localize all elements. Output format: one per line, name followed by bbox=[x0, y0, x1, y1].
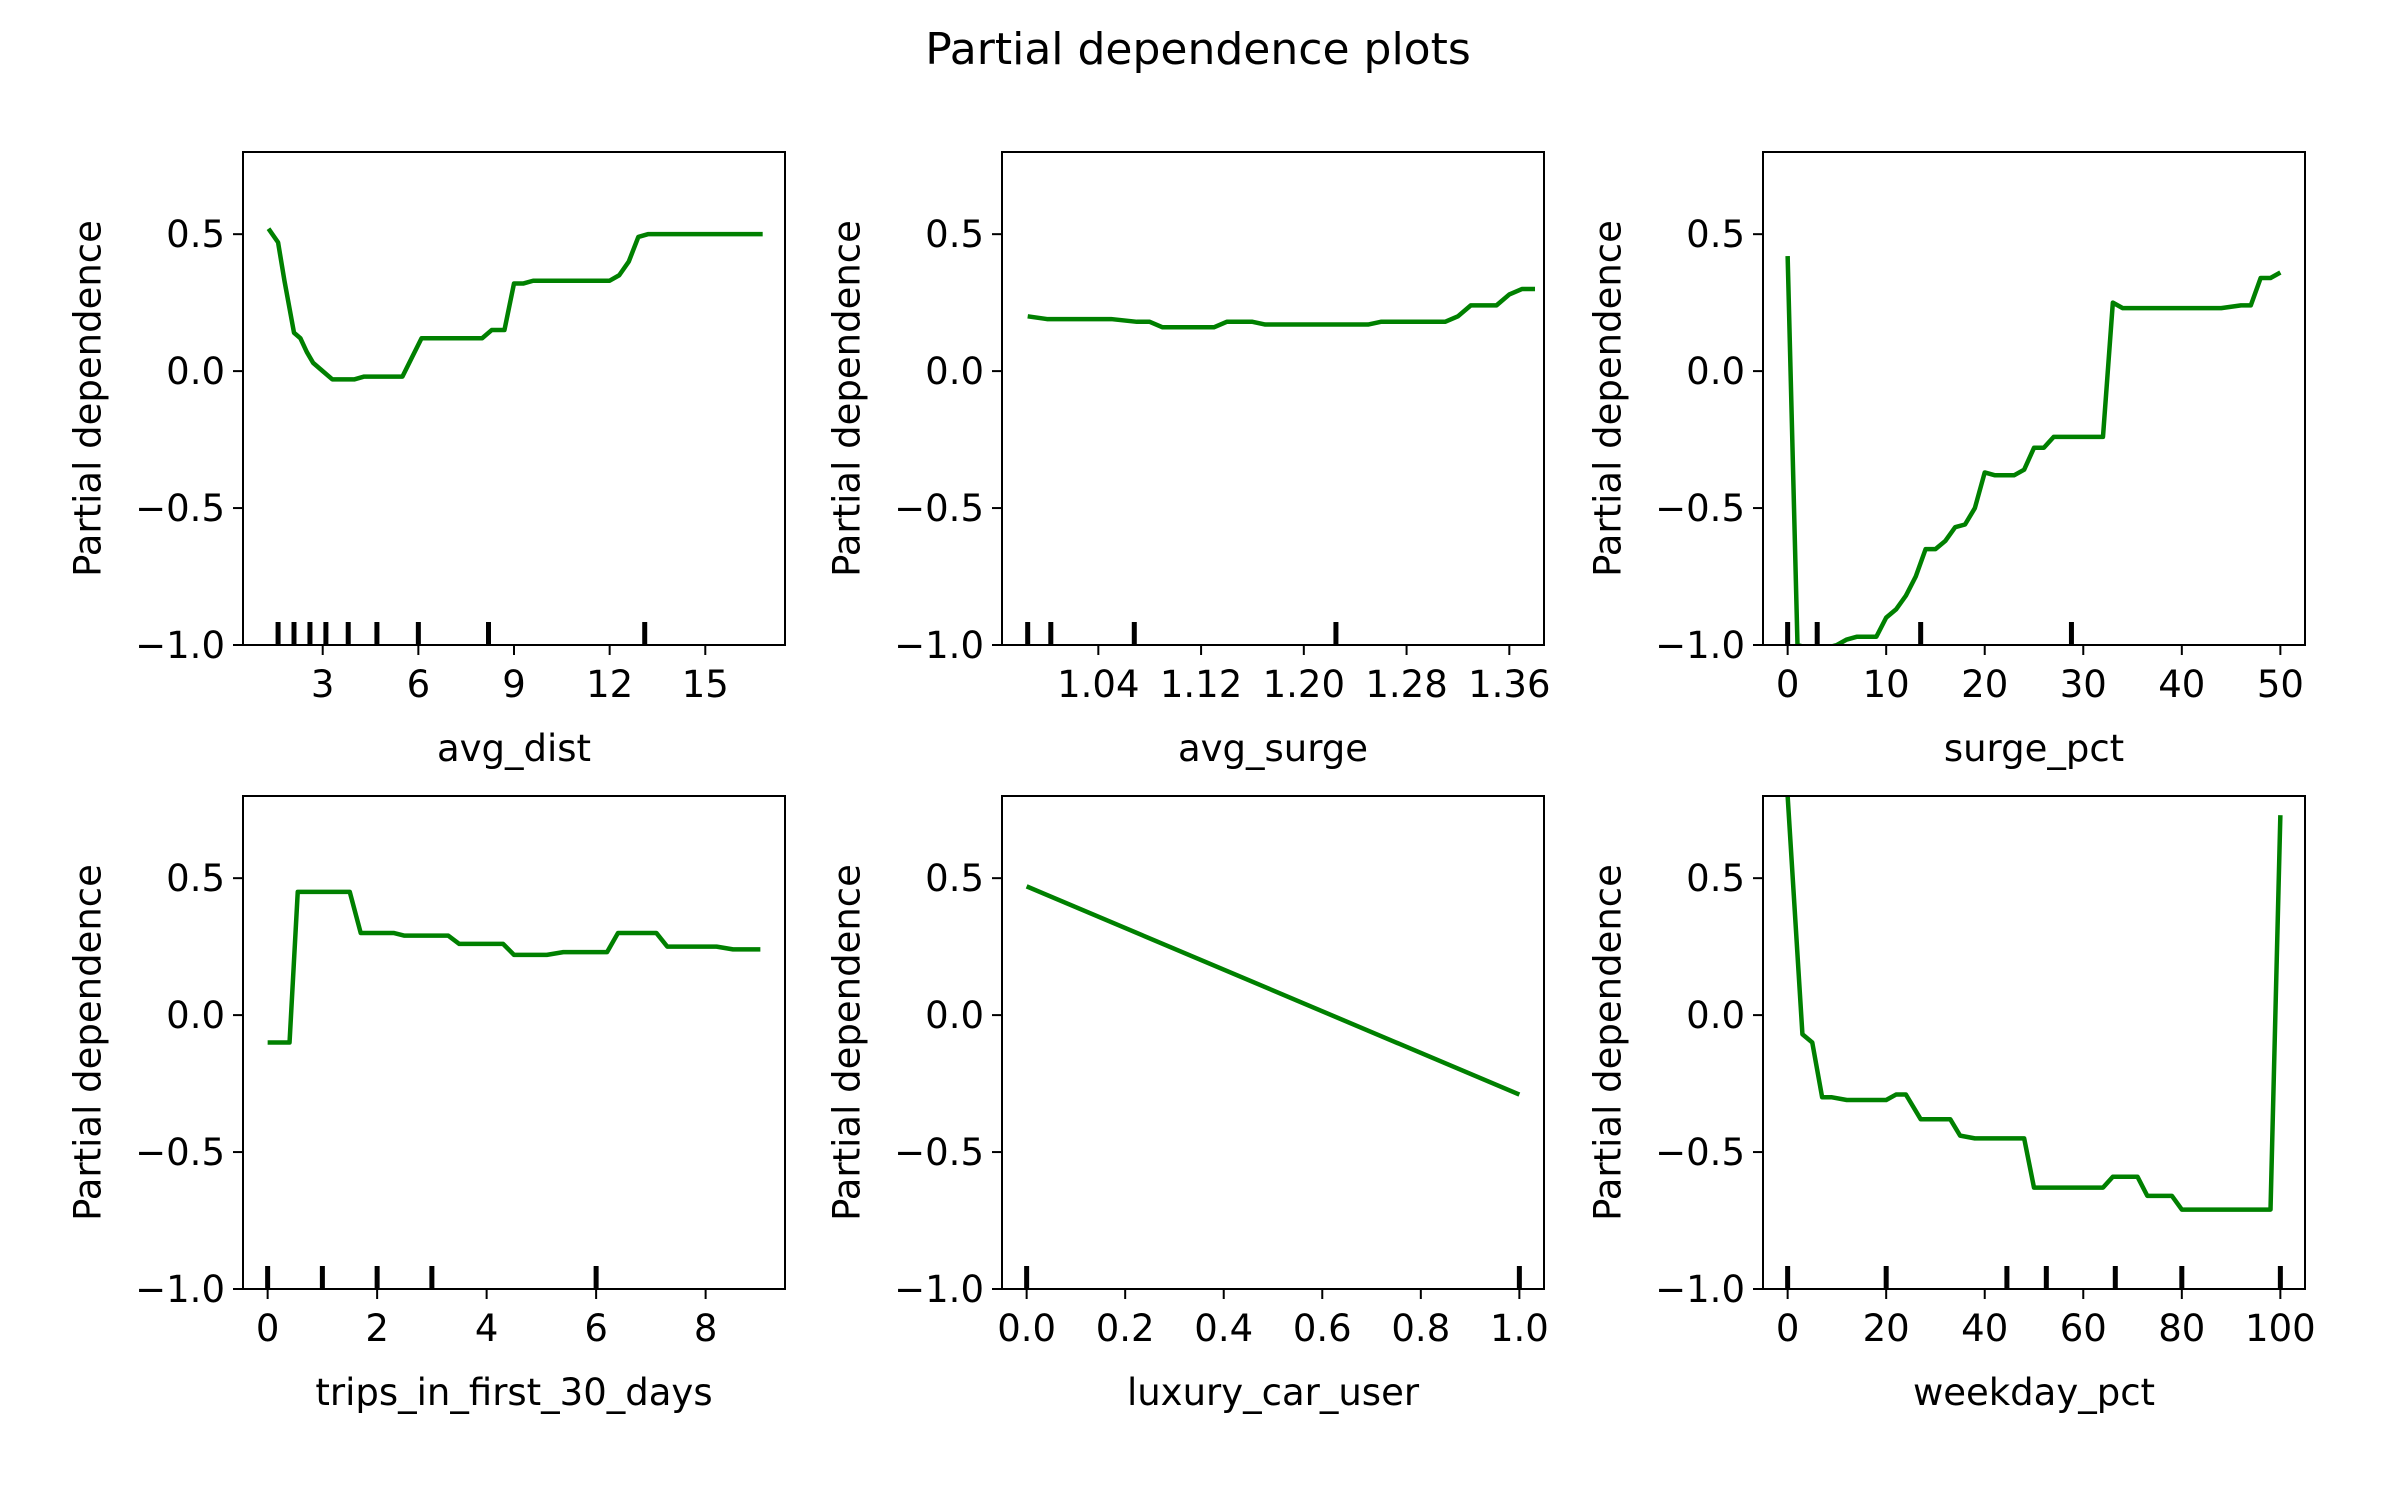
y-axis-label: Partial dependence bbox=[1587, 220, 1630, 577]
x-axis-label: surge_pct bbox=[1944, 727, 2124, 770]
series-line-avg_dist bbox=[266, 227, 763, 382]
subplot-grid: 3 6 9 12 15 −1.0 −0.5 0.0 0.5 avg_dist Partial dep… bbox=[67, 151, 2316, 1414]
x-tick-label: 4 bbox=[475, 1307, 499, 1350]
x-tick-label: 40 bbox=[2158, 663, 2205, 706]
y-tick-label: 0.5 bbox=[166, 213, 225, 256]
x-tick-label: 6 bbox=[407, 663, 431, 706]
subplot-luxury_car_user: 0.0 0.2 0.4 0.6 0.8 1.0 −1.0 −0.5 0.0 0.5 luxury_c… bbox=[826, 795, 1549, 1414]
y-tick-label: −0.5 bbox=[1655, 1131, 1745, 1174]
x-tick-label: 0 bbox=[256, 1307, 280, 1350]
y-axis-label: Partial dependence bbox=[1587, 864, 1630, 1221]
x-tick-label: 8 bbox=[694, 1307, 718, 1350]
y-axis-label: Partial dependence bbox=[826, 864, 869, 1221]
x-tick-label: 1.0 bbox=[1490, 1307, 1549, 1350]
y-tick-label: −1.0 bbox=[1655, 1268, 1745, 1311]
series-line-weekday_pct bbox=[1785, 796, 2283, 1212]
y-axis-label: Partial dependence bbox=[826, 220, 869, 577]
x-tick-label: 60 bbox=[2060, 1307, 2107, 1350]
y-tick-label: 0.5 bbox=[1686, 857, 1745, 900]
x-tick-label: 20 bbox=[1863, 1307, 1910, 1350]
y-tick-label: −1.0 bbox=[894, 624, 984, 667]
y-tick-label: 0.5 bbox=[1686, 213, 1745, 256]
x-tick-label: 100 bbox=[2245, 1307, 2316, 1350]
y-tick-label: −0.5 bbox=[135, 1131, 225, 1174]
x-tick-label: 9 bbox=[502, 663, 526, 706]
x-axis-label: luxury_car_user bbox=[1127, 1371, 1420, 1414]
axes-frame bbox=[1762, 151, 2306, 646]
y-axis-label: Partial dependence bbox=[67, 864, 110, 1221]
x-axis-label: avg_dist bbox=[437, 727, 591, 770]
axes-frame bbox=[242, 795, 786, 1290]
series-line-surge_pct bbox=[1785, 256, 2282, 645]
y-tick-label: −0.5 bbox=[894, 487, 984, 530]
y-axis-label: Partial dependence bbox=[67, 220, 110, 577]
x-tick-label: 0.2 bbox=[1096, 1307, 1155, 1350]
y-tick-label: 0.0 bbox=[925, 994, 984, 1037]
x-tick-label: 1.36 bbox=[1468, 663, 1550, 706]
y-tick-label: 0.0 bbox=[925, 350, 984, 393]
figure-title: Partial dependence plots bbox=[925, 24, 1471, 75]
y-tick-label: −1.0 bbox=[894, 1268, 984, 1311]
y-tick-label: 0.0 bbox=[1686, 350, 1745, 393]
subplot-avg_surge: 1.04 1.12 1.20 1.28 1.36 −1.0 −0.5 0.0 0.5 avg_su… bbox=[826, 151, 1551, 770]
y-tick-label: −1.0 bbox=[135, 1268, 225, 1311]
x-tick-label: 1.04 bbox=[1057, 663, 1139, 706]
x-tick-label: 50 bbox=[2257, 663, 2304, 706]
x-tick-label: 2 bbox=[365, 1307, 389, 1350]
decile-marks bbox=[1025, 622, 1339, 645]
y-tick-label: −0.5 bbox=[1655, 487, 1745, 530]
y-tick-label: −1.0 bbox=[1655, 624, 1745, 667]
decile-marks bbox=[1024, 1266, 1522, 1289]
axes-frame bbox=[242, 151, 786, 646]
x-tick-label: 20 bbox=[1961, 663, 2008, 706]
y-tick-label: 0.0 bbox=[166, 350, 225, 393]
axes-frame bbox=[1762, 795, 2306, 1290]
x-tick-label: 1.20 bbox=[1263, 663, 1345, 706]
x-tick-label: 0.0 bbox=[997, 1307, 1056, 1350]
axes-frame bbox=[1001, 151, 1545, 646]
x-tick-label: 0 bbox=[1776, 1307, 1800, 1350]
x-tick-label: 3 bbox=[311, 663, 335, 706]
x-tick-label: 0.8 bbox=[1391, 1307, 1450, 1350]
subplot-trips_in_first_30_days: 0 2 4 6 8 −1.0 −0.5 0.0 0.5 trips_in_first_30_day… bbox=[67, 795, 786, 1414]
series-line-avg_surge bbox=[1027, 286, 1536, 330]
x-tick-label: 80 bbox=[2158, 1307, 2205, 1350]
series-line-luxury_car_user bbox=[1025, 884, 1521, 1097]
x-axis-label: weekday_pct bbox=[1913, 1371, 2155, 1414]
decile-marks bbox=[275, 622, 648, 645]
y-tick-label: 0.0 bbox=[1686, 994, 1745, 1037]
y-tick-label: 0.5 bbox=[925, 213, 984, 256]
decile-marks bbox=[1785, 622, 2074, 645]
decile-marks bbox=[265, 1266, 599, 1289]
y-tick-label: 0.5 bbox=[166, 857, 225, 900]
x-tick-label: 40 bbox=[1961, 1307, 2008, 1350]
x-tick-label: 1.12 bbox=[1160, 663, 1242, 706]
y-tick-label: −0.5 bbox=[135, 487, 225, 530]
x-tick-label: 30 bbox=[2060, 663, 2107, 706]
x-axis-label: avg_surge bbox=[1178, 727, 1368, 770]
y-tick-label: −1.0 bbox=[135, 624, 225, 667]
y-tick-label: 0.5 bbox=[925, 857, 984, 900]
x-tick-label: 0.4 bbox=[1194, 1307, 1253, 1350]
subplot-surge_pct: 0 10 20 30 40 50 −1.0 −0.5 0.0 0.5 surge_pct Partia… bbox=[1587, 151, 2306, 770]
x-tick-label: 1.28 bbox=[1365, 663, 1447, 706]
x-axis-label: trips_in_first_30_days bbox=[315, 1371, 712, 1414]
subplot-weekday_pct: 0 20 40 60 80 100 −1.0 −0.5 0.0 0.5 weekday_pct Par… bbox=[1587, 795, 2316, 1414]
x-tick-label: 0.6 bbox=[1293, 1307, 1352, 1350]
subplot-avg_dist: 3 6 9 12 15 −1.0 −0.5 0.0 0.5 avg_dist Partial dep… bbox=[67, 151, 786, 770]
x-tick-label: 0 bbox=[1776, 663, 1800, 706]
y-tick-label: −0.5 bbox=[894, 1131, 984, 1174]
series-line-trips_in_first_30_days bbox=[267, 889, 761, 1045]
decile-marks bbox=[1785, 1266, 2283, 1289]
x-tick-label: 15 bbox=[682, 663, 729, 706]
axes-frame bbox=[1001, 795, 1545, 1290]
x-tick-label: 10 bbox=[1863, 663, 1910, 706]
x-tick-label: 6 bbox=[584, 1307, 608, 1350]
x-tick-label: 12 bbox=[586, 663, 633, 706]
y-tick-label: 0.0 bbox=[166, 994, 225, 1037]
